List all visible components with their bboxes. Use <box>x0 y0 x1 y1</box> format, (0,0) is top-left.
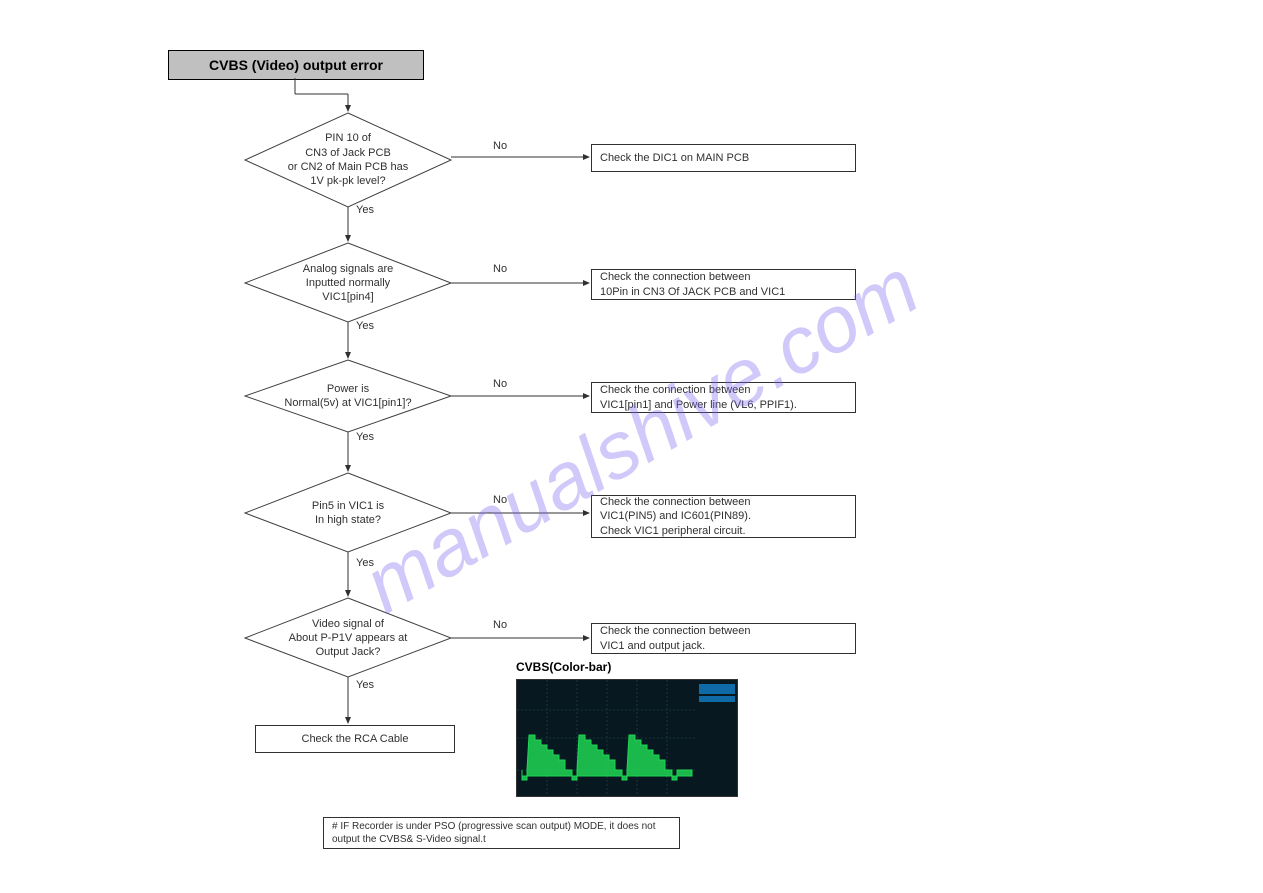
oscilloscope-screenshot <box>516 679 738 797</box>
label-yes-1: Yes <box>356 204 374 216</box>
label-yes-3: Yes <box>356 431 374 443</box>
action-a3: Check the connection betweenVIC1[pin1] a… <box>591 382 856 413</box>
action-a5: Check the connection betweenVIC1 and out… <box>591 623 856 654</box>
label-yes-4: Yes <box>356 557 374 569</box>
label-no-5: No <box>493 619 507 631</box>
decision-d4: Pin5 in VIC1 isIn high state? <box>255 495 441 531</box>
decision-d3: Power isNormal(5v) at VIC1[pin1]? <box>255 378 441 414</box>
label-no-2: No <box>493 263 507 275</box>
decision-d1: PIN 10 ofCN3 of Jack PCBor CN2 of Main P… <box>255 127 441 193</box>
scope-waveform <box>517 680 737 796</box>
action-a4: Check the connection betweenVIC1(PIN5) a… <box>591 495 856 538</box>
label-no-1: No <box>493 140 507 152</box>
footnote-box: # IF Recorder is under PSO (progressive … <box>323 817 680 849</box>
label-no-4: No <box>493 494 507 506</box>
decision-d2: Analog signals areInputted normallyVIC1[… <box>255 258 441 308</box>
scope-title: CVBS(Color-bar) <box>516 660 611 674</box>
flowchart-title-text: CVBS (Video) output error <box>209 57 383 73</box>
action-a1: Check the DIC1 on MAIN PCB <box>591 144 856 172</box>
label-no-3: No <box>493 378 507 390</box>
action-a6: Check the RCA Cable <box>255 725 455 753</box>
label-yes-2: Yes <box>356 320 374 332</box>
decision-d5: Video signal ofAbout P-P1V appears atOut… <box>255 613 441 663</box>
label-yes-5: Yes <box>356 679 374 691</box>
flowchart-title: CVBS (Video) output error <box>168 50 424 80</box>
action-a2: Check the connection between10Pin in CN3… <box>591 269 856 300</box>
